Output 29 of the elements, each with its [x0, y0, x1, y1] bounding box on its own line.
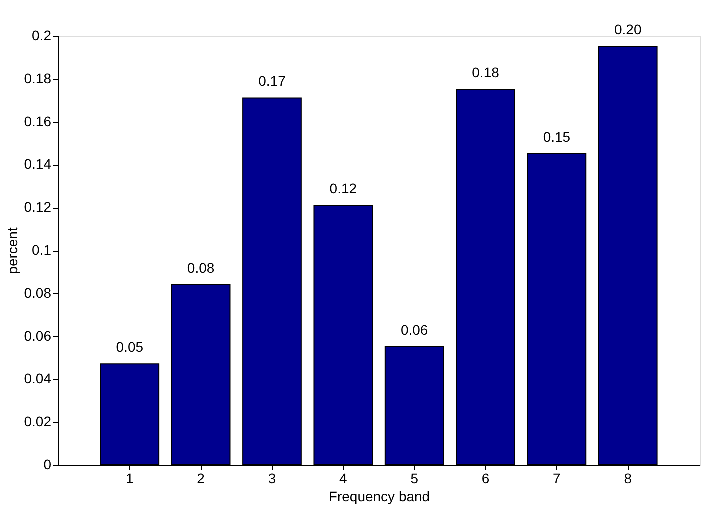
x-tick-label: 2: [197, 470, 206, 486]
data-label: 0.20: [614, 22, 642, 38]
y-tick-label: 0.02: [24, 414, 52, 430]
y-tick-label: 0.1: [32, 242, 52, 258]
y-axis-title: percent: [4, 228, 20, 274]
data-label: 0.17: [258, 73, 286, 90]
x-tick-label: 4: [340, 470, 348, 486]
data-label: 0.08: [187, 260, 215, 276]
data-label: 0.18: [472, 64, 500, 81]
x-tick-label: 1: [126, 470, 134, 486]
y-tick-label: 0: [44, 456, 52, 472]
x-tick-label: 6: [482, 470, 490, 486]
x-axis-title: Frequency band: [328, 488, 430, 504]
y-tick-label: 0.14: [24, 156, 52, 172]
x-tick-label: 7: [553, 470, 562, 486]
x-tick-label: 8: [624, 470, 632, 486]
y-tick-label: 0.04: [24, 370, 52, 387]
y-tick-label: 0.12: [24, 199, 52, 216]
y-tick-label: 0.16: [24, 113, 52, 130]
y-tick-label: 0.06: [24, 328, 52, 344]
data-label: 0.06: [400, 322, 428, 338]
data-label: 0.12: [330, 180, 358, 196]
y-tick-label: 0.2: [32, 28, 52, 44]
y-tick-label: 0.18: [24, 70, 52, 86]
x-tick-label: 5: [410, 470, 419, 486]
data-label: 0.05: [116, 339, 144, 356]
x-tick-label: 3: [268, 470, 276, 486]
data-label: 0.15: [543, 128, 571, 145]
y-tick-label: 0.08: [24, 284, 52, 301]
